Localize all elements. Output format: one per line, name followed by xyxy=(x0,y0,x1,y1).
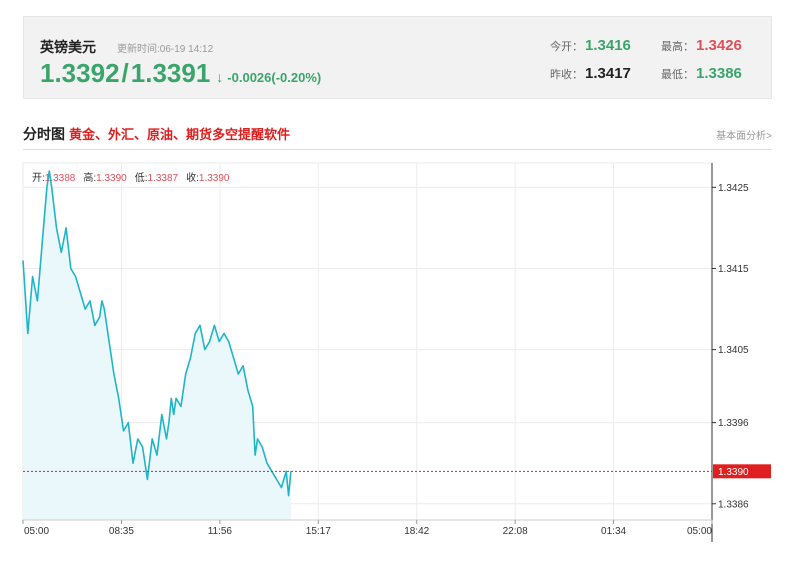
price-area-fill xyxy=(23,171,291,520)
symbol-name: 英镑美元 xyxy=(40,39,96,55)
x-tick-label: 08:35 xyxy=(109,526,134,537)
prev-close-value: 1.3417 xyxy=(585,65,631,82)
y-tick-label: 1.3405 xyxy=(718,345,749,356)
high-stat: 最高： 1.3426 xyxy=(661,37,742,54)
current-price-badge: 1.3390 xyxy=(713,464,771,479)
x-tick-label: 22:08 xyxy=(503,526,528,537)
open-value: 1.3416 xyxy=(585,37,631,54)
x-tick-label: 01:34 xyxy=(601,526,626,537)
ohlc-close-value: 1.3390 xyxy=(199,173,230,184)
low-stat: 最低： 1.3386 xyxy=(661,65,742,82)
promo-link[interactable]: 黄金、外汇、原油、期货多空提醒软件 xyxy=(69,127,291,142)
current-price-value: 1.3390 xyxy=(718,467,749,478)
ohlc-low-value: 1.3387 xyxy=(148,173,179,184)
chart-title: 分时图 xyxy=(23,126,65,142)
low-label: 最低： xyxy=(661,69,694,81)
price-axis: 1.3425 1.3415 1.3405 1.3396 1.3386 xyxy=(712,183,749,510)
x-tick-label: 05:00 xyxy=(24,526,49,537)
ohlc-low-label: 低: xyxy=(135,171,148,184)
low-value: 1.3386 xyxy=(696,65,742,82)
ohlc-legend: 开:1.3388 高:1.3390 低:1.3387 收:1.3390 xyxy=(32,171,230,184)
open-stat: 今开： 1.3416 xyxy=(550,37,631,54)
time-axis: 05:00 08:35 11:56 15:17 18:42 22:08 01:34 05:00 xyxy=(22,520,713,537)
update-label: 更新时间: xyxy=(117,44,160,55)
quote-panel: 英镑美元 更新时间:06-19 14:12 1.3392/1.3391 ↓ -0.0… xyxy=(23,16,772,99)
section-title: 分时图 黄金、外汇、原油、期货多空提醒软件 xyxy=(23,124,290,144)
x-tick-label: 18:42 xyxy=(404,526,429,537)
ohlc-close-label: 收: xyxy=(186,171,199,184)
x-tick-label: 11:56 xyxy=(208,526,233,537)
price-display: 1.3392/1.3391 ↓ -0.0026(-0.20%) xyxy=(40,58,321,89)
ohlc-text: 开:1.3388 高:1.3390 低:1.3387 收:1.3390 xyxy=(32,171,230,184)
y-tick-label: 1.3386 xyxy=(718,499,749,510)
down-arrow-icon: ↓ xyxy=(216,69,224,85)
prev-close-stat: 昨收： 1.3417 xyxy=(550,65,631,82)
high-value: 1.3426 xyxy=(696,37,742,54)
bid-price: 1.3392 xyxy=(40,58,120,88)
high-label: 最高： xyxy=(661,41,694,53)
price-line xyxy=(22,170,292,497)
ohlc-high-label: 高: xyxy=(83,171,96,184)
update-time: 更新时间:06-19 14:12 xyxy=(117,40,213,55)
prev-close-label: 昨收： xyxy=(550,69,583,81)
update-value: 06-19 14:12 xyxy=(159,44,214,55)
y-tick-label: 1.3396 xyxy=(718,418,749,429)
x-tick-label: 15:17 xyxy=(306,526,331,537)
open-label: 今开： xyxy=(550,41,583,53)
section-divider xyxy=(23,149,772,150)
price-separator: / xyxy=(121,58,129,88)
y-tick-label: 1.3425 xyxy=(718,183,749,194)
ask-price: 1.3391 xyxy=(130,58,211,88)
ohlc-open-label: 开: xyxy=(32,173,45,184)
x-tick-label: 05:00 xyxy=(687,526,712,537)
price-change: -0.0026(-0.20%) xyxy=(227,70,322,85)
y-tick-label: 1.3415 xyxy=(718,264,749,275)
fundamental-analysis-link[interactable]: 基本面分析> xyxy=(716,131,772,142)
ohlc-open-value: 1.3388 xyxy=(45,173,76,184)
ohlc-high-value: 1.3390 xyxy=(96,173,127,184)
current-price-badge-bg xyxy=(713,464,771,479)
